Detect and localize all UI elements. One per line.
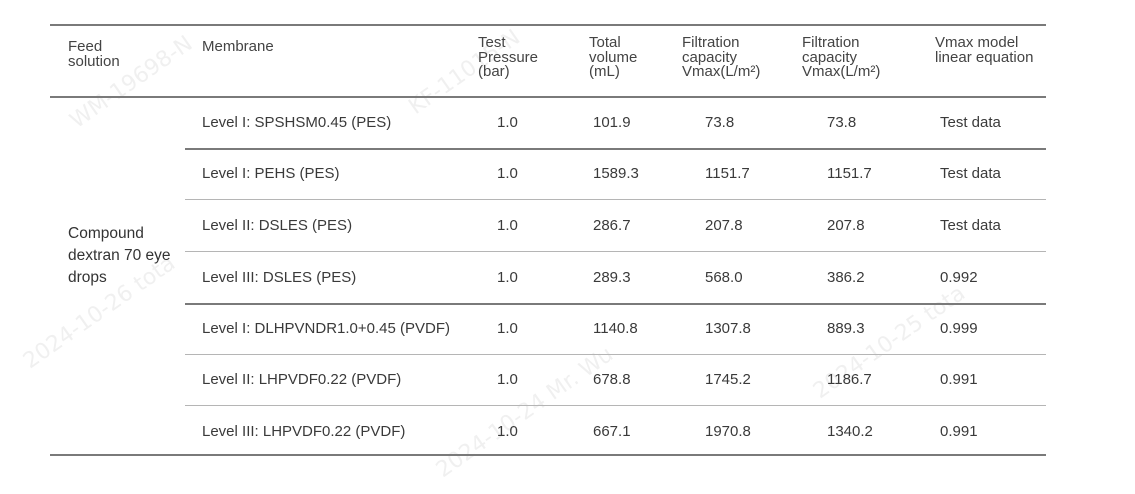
row-divider [185, 405, 1046, 406]
header-capacity-2: Filtration capacity Vmax(L/m²) [802, 34, 881, 80]
cell-membrane: Level I: DLHPVNDR1.0+0.45 (PVDF) [202, 320, 451, 337]
cell-membrane: Level I: SPSHSM0.45 (PES) [202, 114, 392, 131]
cell-volume: 289.3 [593, 269, 631, 286]
row-divider [185, 303, 1046, 305]
filtration-table: Feed solution Membrane Test Pressure (ba… [50, 24, 1046, 456]
table-bottom-rule [50, 454, 1046, 456]
cell-pressure: 1.0 [497, 217, 518, 234]
cell-capacity-1: 207.8 [705, 217, 743, 234]
cell-capacity-2: 1340.2 [827, 423, 873, 440]
header-feed: Feed solution [68, 38, 120, 70]
header-vmax-model: Vmax model linear equation [935, 34, 1034, 66]
header-membrane: Membrane [202, 38, 274, 55]
cell-pressure: 1.0 [497, 371, 518, 388]
cell-vmax-model: Test data [940, 165, 1001, 182]
cell-capacity-2: 1186.7 [827, 371, 872, 388]
row-divider [185, 354, 1046, 355]
cell-capacity-1: 568.0 [705, 269, 743, 286]
cell-capacity-1: 1307.8 [705, 320, 751, 337]
cell-pressure: 1.0 [497, 423, 518, 440]
cell-volume: 101.9 [593, 114, 631, 131]
cell-vmax-model: 0.992 [940, 269, 978, 286]
cell-membrane: Level III: DSLES (PES) [202, 269, 357, 286]
row-divider [185, 251, 1046, 252]
cell-vmax-model: 0.991 [940, 423, 978, 440]
cell-membrane: Level II: LHPVDF0.22 (PVDF) [202, 371, 402, 388]
cell-volume: 667.1 [593, 423, 631, 440]
table-top-rule [50, 24, 1046, 26]
cell-vmax-model: 0.999 [940, 320, 978, 337]
cell-membrane: Level II: DSLES (PES) [202, 217, 353, 234]
row-divider [185, 199, 1046, 200]
cell-capacity-1: 1970.8 [705, 423, 751, 440]
cell-vmax-model: 0.991 [940, 371, 978, 388]
cell-capacity-2: 889.3 [827, 320, 865, 337]
cell-membrane: Level III: LHPVDF0.22 (PVDF) [202, 423, 406, 440]
cell-capacity-2: 386.2 [827, 269, 865, 286]
feed-solution-cell: Compound dextran 70 eye drops [68, 225, 171, 286]
header-bottom-rule [50, 96, 1046, 98]
header-capacity-1: Filtration capacity Vmax(L/m²) [682, 34, 761, 80]
cell-membrane: Level I: PEHS (PES) [202, 165, 340, 182]
cell-capacity-1: 1151.7 [705, 165, 750, 182]
cell-pressure: 1.0 [497, 320, 518, 337]
cell-volume: 678.8 [593, 371, 631, 388]
header-pressure: Test Pressure (bar) [478, 34, 539, 80]
cell-volume: 1589.3 [593, 165, 639, 182]
cell-capacity-1: 73.8 [705, 114, 735, 131]
cell-vmax-model: Test data [940, 114, 1001, 131]
cell-capacity-2: 1151.7 [827, 165, 872, 182]
cell-capacity-1: 1745.2 [705, 371, 751, 388]
cell-volume: 1140.8 [593, 320, 638, 337]
header-volume: Total volume (mL) [589, 34, 638, 80]
cell-capacity-2: 207.8 [827, 217, 865, 234]
cell-capacity-2: 73.8 [827, 114, 857, 131]
cell-pressure: 1.0 [497, 114, 518, 131]
cell-pressure: 1.0 [497, 269, 518, 286]
cell-pressure: 1.0 [497, 165, 518, 182]
cell-vmax-model: Test data [940, 217, 1001, 234]
row-divider [185, 148, 1046, 150]
cell-volume: 286.7 [593, 217, 631, 234]
